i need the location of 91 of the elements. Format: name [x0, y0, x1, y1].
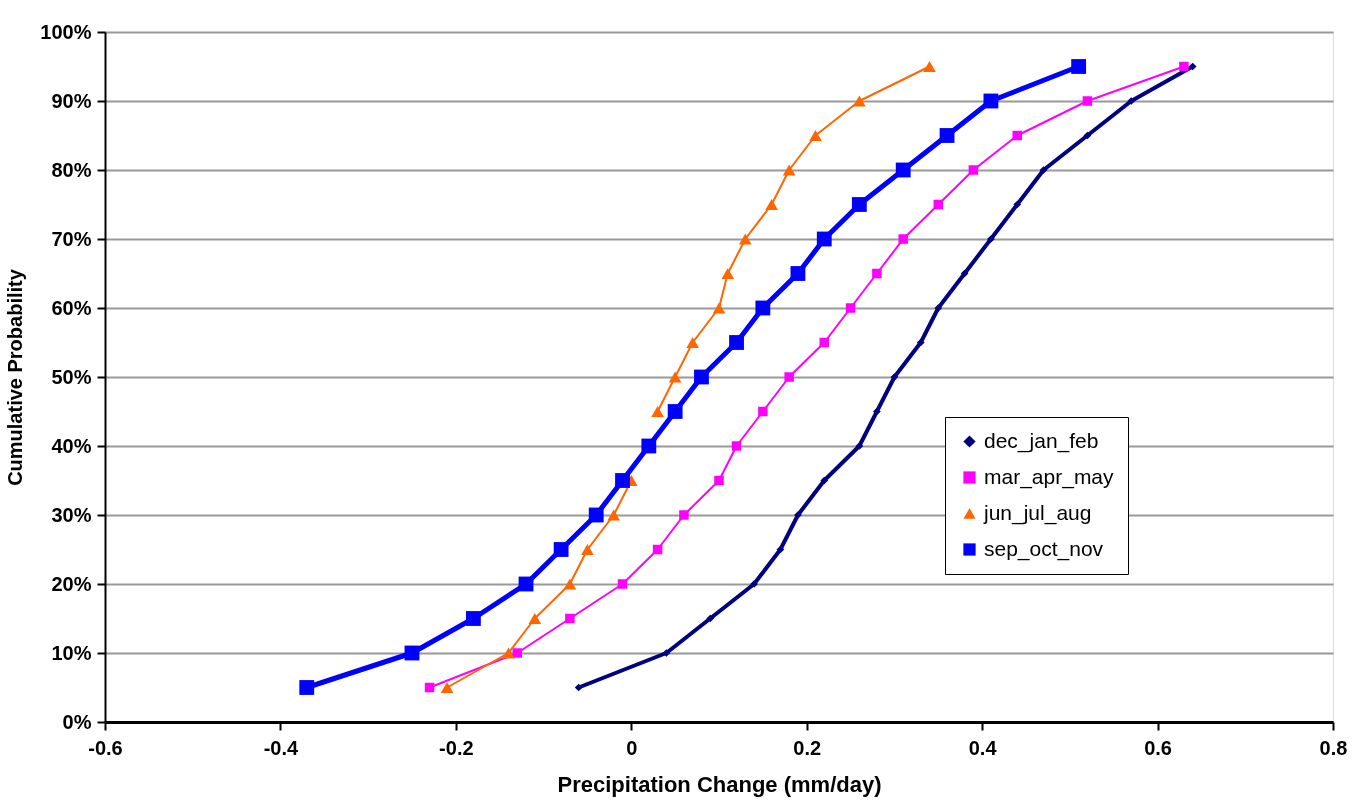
point — [923, 61, 936, 72]
point — [968, 165, 979, 175]
point — [641, 438, 657, 454]
x-tick-label: 0.4 — [968, 736, 998, 759]
y-tick-label: 30% — [51, 503, 92, 526]
point — [934, 304, 943, 312]
point — [440, 682, 454, 693]
point — [667, 404, 683, 419]
point — [686, 337, 700, 348]
y-tick-label: 100% — [40, 20, 92, 43]
x-tick-label: 0.2 — [793, 736, 822, 759]
point — [765, 199, 778, 210]
point — [563, 578, 577, 590]
y-tick-label: 80% — [51, 158, 92, 181]
point — [679, 510, 689, 520]
point — [1071, 59, 1087, 74]
point — [983, 93, 999, 109]
x-tick-label: 0 — [626, 736, 638, 759]
point — [872, 268, 882, 279]
point — [816, 231, 832, 247]
y-tick-label: 50% — [51, 365, 92, 388]
y-tick-label: 60% — [51, 296, 92, 319]
point — [714, 475, 724, 486]
point — [502, 647, 515, 659]
point — [662, 649, 671, 657]
point — [939, 128, 955, 143]
legend-label: sep_oct_nov — [984, 536, 1104, 561]
point — [916, 338, 925, 347]
point — [721, 268, 735, 279]
point — [581, 544, 594, 555]
x-tick-label: -0.4 — [263, 736, 300, 759]
point — [758, 406, 768, 417]
point — [1082, 96, 1093, 106]
point — [706, 614, 715, 623]
y-tick-label: 40% — [51, 434, 92, 457]
point — [784, 372, 794, 382]
point — [855, 442, 864, 450]
point — [652, 544, 663, 555]
point — [1188, 62, 1197, 71]
x-tick-label: 0.6 — [1144, 736, 1172, 759]
point — [1012, 130, 1022, 141]
point — [755, 300, 771, 316]
point — [574, 683, 583, 692]
legend-label: mar_apr_may — [984, 464, 1115, 489]
point — [424, 682, 435, 693]
point — [1179, 61, 1189, 72]
point — [738, 233, 752, 245]
x-axis-title: Precipitation Change (mm/day) — [557, 771, 882, 797]
point — [853, 95, 866, 107]
point — [1127, 97, 1136, 105]
point — [809, 130, 822, 141]
x-tick-label: 0.8 — [1319, 736, 1348, 759]
point — [615, 473, 630, 488]
legend-label: dec_jan_feb — [984, 428, 1099, 453]
point — [1013, 200, 1022, 209]
point — [890, 373, 899, 381]
point — [694, 369, 709, 385]
point — [617, 579, 628, 589]
y-tick-label: 70% — [51, 227, 92, 250]
x-tick-label: -0.2 — [439, 736, 474, 759]
y-axis-title: Cumulative Probability — [4, 268, 27, 486]
point — [851, 197, 867, 212]
point — [553, 542, 569, 557]
point — [512, 648, 522, 658]
point — [712, 302, 726, 314]
point — [465, 611, 481, 626]
point — [651, 406, 664, 417]
point — [1039, 166, 1048, 174]
point — [668, 371, 682, 383]
point — [299, 680, 315, 695]
point — [607, 509, 621, 521]
point — [898, 234, 908, 244]
point — [782, 164, 796, 176]
point — [895, 162, 911, 178]
x-tick-label: -0.6 — [88, 736, 123, 759]
point — [873, 407, 881, 416]
point — [819, 337, 829, 348]
point — [565, 613, 575, 624]
point — [845, 303, 856, 313]
point — [790, 266, 806, 281]
point — [528, 613, 542, 624]
point — [588, 507, 604, 523]
point — [731, 441, 742, 451]
point — [933, 199, 944, 210]
point — [820, 476, 829, 485]
y-tick-label: 0% — [62, 710, 92, 733]
point — [729, 335, 744, 350]
y-tick-label: 20% — [51, 572, 92, 595]
legend-label: jun_jul_aug — [983, 500, 1092, 525]
y-tick-label: 10% — [51, 641, 92, 664]
y-tick-label: 90% — [51, 89, 92, 112]
